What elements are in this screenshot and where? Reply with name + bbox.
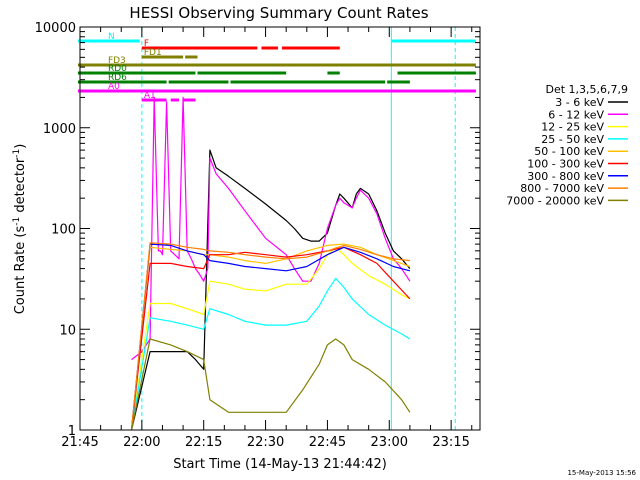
- legend-label-50-100-kev: 50 - 100 keV: [534, 145, 604, 158]
- x-axis: 21:45 22:00 22:15 22:30 22:45 23:00 23:15: [61, 27, 473, 450]
- x-tick-label: 22:30: [247, 435, 284, 450]
- y-tick-label: 10: [59, 323, 76, 338]
- x-tick-label: 21:45: [61, 435, 98, 450]
- x-tick-label: 23:15: [432, 435, 469, 450]
- flag-label-fd3: FD3: [108, 56, 126, 66]
- y-tick-label: 1000: [43, 122, 76, 137]
- x-tick-label: 23:00: [371, 435, 408, 450]
- x-tick-label: 22:15: [185, 435, 222, 450]
- series-100-300-kev: [130, 246, 411, 431]
- series-6-12-kev: [131, 96, 411, 361]
- x-tick-label: 22:45: [309, 435, 346, 450]
- y-tick-label: 100: [51, 223, 76, 238]
- series-300-800-kev: [130, 243, 411, 431]
- footer-date: 15-May-2013 15:56: [567, 469, 636, 477]
- flag-label-rd6: RD6: [108, 73, 127, 83]
- series-12-25-kev: [130, 246, 411, 431]
- legend-label-12-25-kev: 12 - 25 keV: [541, 121, 604, 134]
- flag-label-a1: A1: [144, 91, 156, 101]
- x-axis-label: Start Time (14-May-13 21:44:42): [173, 457, 387, 472]
- y-axis-label-part: detector: [13, 157, 28, 217]
- series-50-100-kev: [130, 243, 411, 431]
- y-axis: 1 10 100 1000 10000: [35, 21, 480, 439]
- legend-label-6-12-kev: 6 - 12 keV: [548, 108, 604, 121]
- legend-label-300-800-kev: 300 - 800 keV: [527, 170, 604, 183]
- flag-label-a0: A0: [108, 82, 120, 92]
- y-tick-label: 10000: [35, 21, 76, 36]
- series-800-7000-kev: [130, 242, 410, 431]
- legend-label-100-300-kev: 100 - 300 keV: [527, 158, 604, 171]
- y-axis-label-part: -1: [12, 217, 22, 226]
- series-3-6-kev: [130, 149, 411, 431]
- legend-label-7000-20000-kev: 7000 - 20000 keV: [506, 194, 604, 207]
- observing-boundaries: [141, 27, 456, 430]
- flag-label-f: F: [144, 39, 149, 49]
- legend-label-25-50-kev: 25 - 50 keV: [541, 133, 604, 146]
- y-tick-label: 1: [68, 424, 76, 439]
- flag-label-fd1: FD1: [144, 48, 162, 58]
- y-axis-label-part: -1: [12, 149, 22, 158]
- series-7000-20000-kev: [130, 338, 411, 431]
- flag-label-rd0: RD0: [108, 64, 127, 74]
- flag-label-n: N: [108, 32, 115, 42]
- y-axis-label-part: Count Rate (s: [13, 226, 28, 315]
- y-axis-label: Count Rate (s-1 detector-1): [12, 144, 28, 315]
- chart-title: HESSI Observing Summary Count Rates: [129, 4, 428, 22]
- legend-label-800-7000-kev: 800 - 7000 keV: [520, 182, 604, 195]
- count-rate-series: [130, 96, 411, 431]
- y-axis-label-part: ): [13, 144, 28, 149]
- x-tick-label: 22:00: [123, 435, 160, 450]
- legend-title: Det 1,3,5,6,7,9: [545, 83, 628, 96]
- legend-label-3-6-kev: 3 - 6 keV: [555, 96, 604, 109]
- series-25-50-kev: [130, 277, 411, 431]
